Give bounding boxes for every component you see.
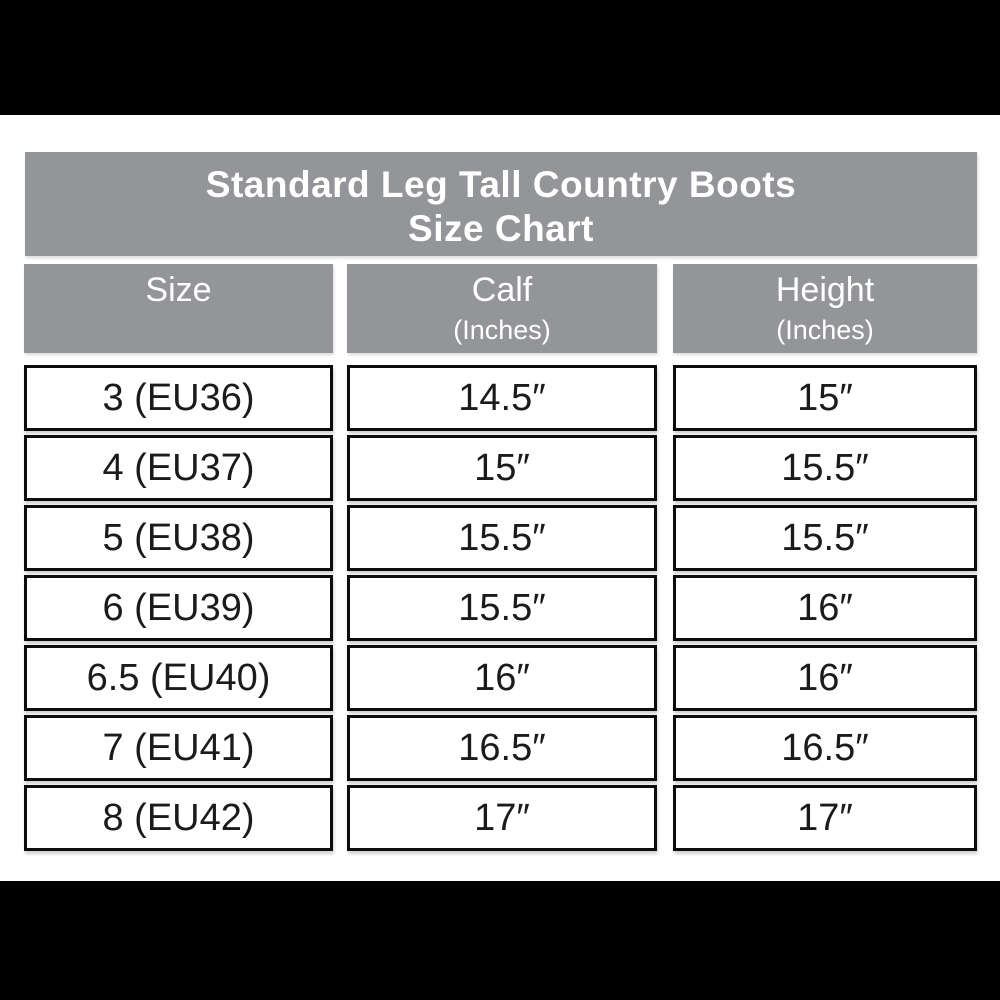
column-header-calf: Calf (Inches) — [347, 264, 657, 353]
letterbox-top-bar — [0, 0, 1000, 115]
height-cell: 16.5″ — [673, 715, 977, 781]
calf-cell: 17″ — [347, 785, 657, 851]
column-header-size-label: Size — [145, 271, 212, 309]
size-cell: 7 (EU41) — [24, 715, 333, 781]
column-header-height-sub: (Inches) — [776, 315, 874, 345]
size-cell: 3 (EU36) — [24, 365, 333, 431]
chart-title-line1: Standard Leg Tall Country Boots — [205, 164, 797, 205]
calf-cell: 15.5″ — [347, 505, 657, 571]
column-header-height-label: Height — [775, 271, 875, 309]
column-header-calf-label: Calf — [471, 271, 533, 309]
chart-title-line2: Size Chart — [408, 208, 594, 249]
size-cell: 5 (EU38) — [24, 505, 333, 571]
calf-cell: 16.5″ — [347, 715, 657, 781]
height-cell: 16″ — [673, 645, 977, 711]
calf-cell: 14.5″ — [347, 365, 657, 431]
height-cell: 15.5″ — [673, 435, 977, 501]
size-cell: 8 (EU42) — [24, 785, 333, 851]
column-header-calf-sub: (Inches) — [453, 315, 551, 345]
column-header-height: Height (Inches) — [673, 264, 977, 353]
letterbox-bottom-bar — [0, 881, 1000, 1000]
height-cell: 15″ — [673, 365, 977, 431]
size-cell: 6.5 (EU40) — [24, 645, 333, 711]
height-cell: 17″ — [673, 785, 977, 851]
height-cell: 15.5″ — [673, 505, 977, 571]
calf-cell: 15.5″ — [347, 575, 657, 641]
chart-title-band: Standard Leg Tall Country Boots Size Cha… — [25, 152, 977, 256]
calf-cell: 16″ — [347, 645, 657, 711]
column-header-size: Size — [24, 264, 333, 353]
calf-cell: 15″ — [347, 435, 657, 501]
size-cell: 4 (EU37) — [24, 435, 333, 501]
height-cell: 16″ — [673, 575, 977, 641]
size-cell: 6 (EU39) — [24, 575, 333, 641]
